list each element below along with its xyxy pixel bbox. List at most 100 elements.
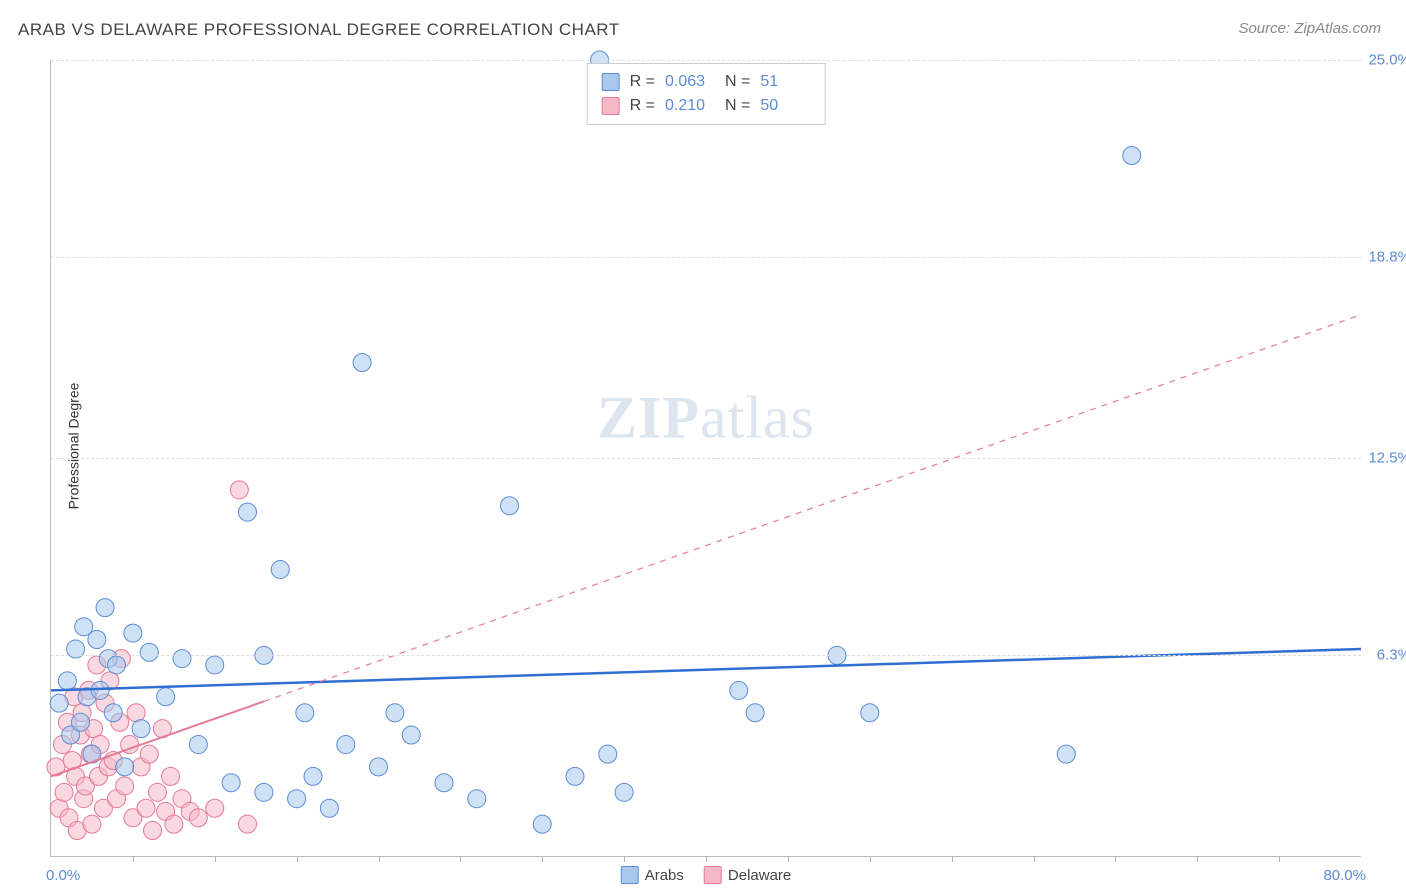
gridline xyxy=(51,458,1361,459)
scatter-point xyxy=(91,681,109,699)
scatter-point xyxy=(230,481,248,499)
scatter-point xyxy=(255,783,273,801)
n-label: N = xyxy=(725,94,750,118)
scatter-point xyxy=(239,815,257,833)
swatch-arabs-icon xyxy=(602,73,620,91)
scatter-point xyxy=(501,497,519,515)
x-tick xyxy=(1197,856,1198,862)
chart-source: Source: ZipAtlas.com xyxy=(1238,20,1381,37)
bottom-legend: Arabs Delaware xyxy=(621,866,792,884)
scatter-point xyxy=(206,656,224,674)
scatter-point xyxy=(116,777,134,795)
scatter-point xyxy=(320,799,338,817)
scatter-point xyxy=(173,650,191,668)
n-value-delaware: 50 xyxy=(760,94,810,118)
scatter-point xyxy=(435,774,453,792)
x-tick xyxy=(215,856,216,862)
scatter-point xyxy=(83,815,101,833)
legend-item-delaware: Delaware xyxy=(704,866,791,884)
scatter-point xyxy=(402,726,420,744)
scatter-point xyxy=(206,799,224,817)
stats-row-delaware: R = 0.210 N = 50 xyxy=(602,94,811,118)
legend-label-delaware: Delaware xyxy=(728,867,791,884)
y-tick-label: 25.0% xyxy=(1366,52,1406,69)
scatter-point xyxy=(58,672,76,690)
scatter-point xyxy=(296,704,314,722)
x-tick xyxy=(1279,856,1280,862)
x-tick xyxy=(952,856,953,862)
chart-title: ARAB VS DELAWARE PROFESSIONAL DEGREE COR… xyxy=(18,20,620,40)
n-label: N = xyxy=(725,70,750,94)
scatter-point xyxy=(304,767,322,785)
y-axis-label: Professional Degree xyxy=(65,383,81,510)
x-tick xyxy=(624,856,625,862)
legend-label-arabs: Arabs xyxy=(645,867,684,884)
x-tick xyxy=(1034,856,1035,862)
scatter-point xyxy=(124,624,142,642)
scatter-point xyxy=(730,681,748,699)
y-tick-label: 6.3% xyxy=(1366,647,1406,664)
scatter-point xyxy=(132,720,150,738)
x-tick xyxy=(542,856,543,862)
x-tick xyxy=(788,856,789,862)
n-value-arabs: 51 xyxy=(760,70,810,94)
scatter-point xyxy=(222,774,240,792)
scatter-point xyxy=(566,767,584,785)
scatter-point xyxy=(140,745,158,763)
scatter-point xyxy=(189,736,207,754)
scatter-point xyxy=(137,799,155,817)
r-value-delaware: 0.210 xyxy=(665,94,715,118)
x-axis-min-label: 0.0% xyxy=(46,867,80,884)
scatter-point xyxy=(239,503,257,521)
scatter-point xyxy=(353,353,371,371)
r-value-arabs: 0.063 xyxy=(665,70,715,94)
scatter-point xyxy=(96,599,114,617)
x-tick xyxy=(870,856,871,862)
scatter-point xyxy=(165,815,183,833)
r-label: R = xyxy=(630,94,655,118)
scatter-point xyxy=(162,767,180,785)
y-tick-label: 18.8% xyxy=(1366,249,1406,266)
scatter-point xyxy=(104,704,122,722)
y-tick-label: 12.5% xyxy=(1366,450,1406,467)
swatch-arabs-icon xyxy=(621,866,639,884)
scatter-point xyxy=(746,704,764,722)
scatter-point xyxy=(140,643,158,661)
scatter-point xyxy=(88,630,106,648)
x-tick xyxy=(460,856,461,862)
scatter-point xyxy=(599,745,617,763)
gridline xyxy=(51,257,1361,258)
trend-line-delaware-dashed xyxy=(264,315,1361,702)
scatter-point xyxy=(157,688,175,706)
x-tick xyxy=(297,856,298,862)
scatter-point xyxy=(386,704,404,722)
scatter-point xyxy=(127,704,145,722)
swatch-delaware-icon xyxy=(704,866,722,884)
scatter-point xyxy=(468,790,486,808)
x-tick xyxy=(706,856,707,862)
scatter-point xyxy=(1123,147,1141,165)
scatter-point xyxy=(144,822,162,840)
scatter-point xyxy=(337,736,355,754)
stats-legend-box: R = 0.063 N = 51 R = 0.210 N = 50 xyxy=(587,63,826,125)
scatter-point xyxy=(533,815,551,833)
x-axis-max-label: 80.0% xyxy=(1323,867,1366,884)
scatter-point xyxy=(615,783,633,801)
scatter-point xyxy=(50,694,68,712)
scatter-point xyxy=(71,713,89,731)
gridline xyxy=(51,655,1361,656)
plot-area: ZIPatlas R = 0.063 N = 51 R = 0.210 N = … xyxy=(50,60,1361,857)
r-label: R = xyxy=(630,70,655,94)
legend-item-arabs: Arabs xyxy=(621,866,684,884)
gridline xyxy=(51,60,1361,61)
scatter-point xyxy=(148,783,166,801)
scatter-point xyxy=(108,656,126,674)
x-tick xyxy=(1115,856,1116,862)
scatter-point xyxy=(1057,745,1075,763)
x-tick xyxy=(379,856,380,862)
scatter-point xyxy=(861,704,879,722)
scatter-point xyxy=(271,560,289,578)
scatter-point xyxy=(370,758,388,776)
swatch-delaware-icon xyxy=(602,97,620,115)
scatter-point xyxy=(55,783,73,801)
